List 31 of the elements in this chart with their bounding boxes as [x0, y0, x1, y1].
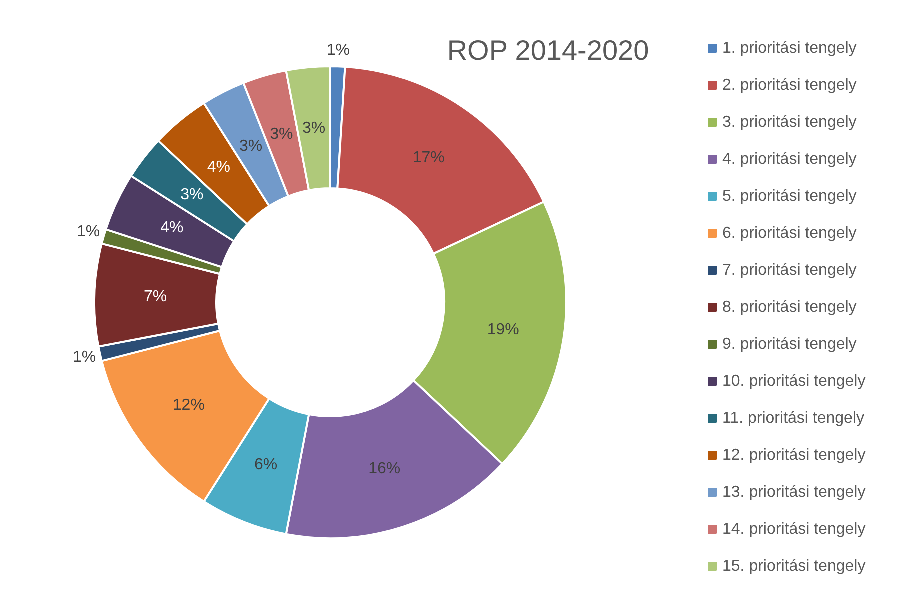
data-label: 1% — [73, 348, 96, 366]
data-label: 12% — [172, 396, 205, 414]
data-label: 7% — [144, 288, 168, 306]
data-label: 16% — [368, 460, 401, 478]
data-label: 17% — [412, 149, 445, 166]
legend-label: 5. prioritási tengely — [722, 188, 857, 205]
legend-label: 12. prioritási tengely — [722, 447, 866, 464]
chart-title: ROP 2014-2020 — [447, 35, 650, 66]
legend-label: 3. prioritási tengely — [722, 114, 857, 131]
legend-label: 9. prioritási tengely — [722, 336, 857, 353]
legend-label: 13. prioritási tengely — [722, 484, 866, 501]
data-label: 19% — [487, 321, 520, 338]
data-label: 3% — [302, 120, 326, 137]
legend-label: 7. prioritási tengely — [722, 262, 857, 279]
legend-label: 10. prioritási tengely — [722, 373, 866, 390]
data-label: 3% — [270, 126, 294, 143]
legend-label: 6. prioritási tengely — [722, 225, 857, 242]
legend-label: 15. prioritási tengely — [722, 558, 866, 575]
legend-label: 14. prioritási tengely — [722, 521, 866, 538]
data-label: 4% — [160, 219, 184, 236]
data-label: 3% — [239, 138, 263, 156]
data-label: 3% — [180, 186, 204, 204]
data-label: 4% — [207, 159, 231, 176]
data-label: 1% — [76, 224, 100, 241]
data-label: 6% — [254, 456, 278, 474]
legend-label: 1. prioritási tengely — [722, 40, 857, 57]
legend-label: 11. prioritási tengely — [722, 410, 864, 427]
data-label: 1% — [326, 42, 350, 60]
legend-label: 8. prioritási tengely — [722, 299, 857, 316]
legend-label: 4. prioritási tengely — [722, 151, 857, 168]
legend-label: 2. prioritási tengely — [722, 77, 857, 94]
